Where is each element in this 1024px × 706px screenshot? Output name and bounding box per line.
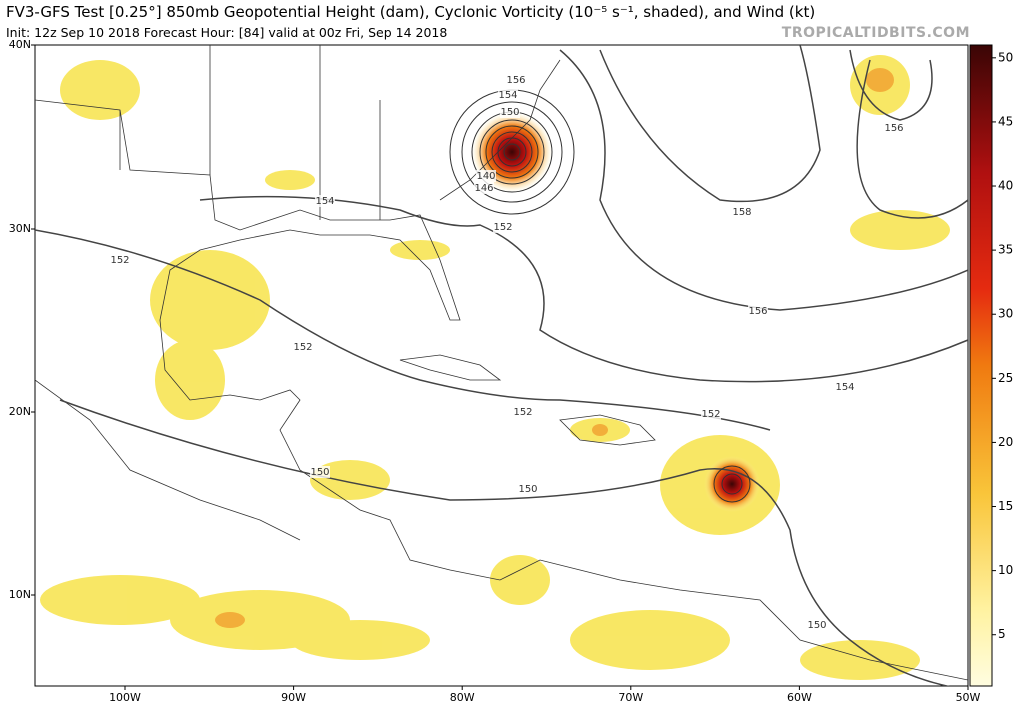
hurricane-vorticity: [704, 456, 760, 512]
contour-label-bg: [506, 74, 526, 86]
colorbar-label: 45: [998, 114, 1013, 128]
lat-label: 40N: [9, 38, 31, 51]
contour-label: 154: [315, 196, 334, 207]
contour-label-bg: [500, 106, 520, 118]
contour-label-bg: [293, 341, 313, 353]
contour-label: 140: [476, 171, 495, 182]
contour-label: 154: [835, 382, 854, 393]
lon-label: 90W: [281, 691, 306, 704]
map-layer: [35, 45, 968, 686]
contour-label-bg: [493, 221, 513, 233]
contour-label: 152: [701, 409, 720, 420]
contour-label-bg: [310, 466, 330, 478]
lon-label: 60W: [787, 691, 812, 704]
lon-label: 100W: [109, 691, 141, 704]
coastlines: [35, 45, 968, 681]
contour-label: 150: [500, 107, 519, 118]
lat-label: 30N: [9, 222, 31, 235]
colorbar: [969, 44, 993, 687]
contour-label: 156: [884, 123, 903, 134]
contour-label: 154: [498, 90, 517, 101]
lon-label: 70W: [618, 691, 643, 704]
colorbar-label: 50: [998, 50, 1013, 64]
contour-label-bg: [476, 170, 496, 182]
contour-label: 156: [748, 306, 767, 317]
lon-label: 80W: [450, 691, 475, 704]
map-subtitle: Init: 12z Sep 10 2018 Forecast Hour: [84…: [6, 25, 448, 40]
colorbar-label: 35: [998, 243, 1013, 257]
height-contours: [35, 45, 968, 686]
contour-label-bg: [513, 406, 533, 418]
lon-label: 50W: [956, 691, 981, 704]
contour-label-bg: [498, 89, 518, 101]
contour-label: 150: [518, 484, 537, 495]
contour-label: 158: [732, 207, 751, 218]
colorbar-label: 20: [998, 435, 1013, 449]
contour-label: 156: [506, 75, 525, 86]
vorticity-core: [215, 68, 894, 628]
colorbar-label: 40: [998, 179, 1013, 193]
lat-label: 20N: [9, 405, 31, 418]
contour-label: 150: [807, 620, 826, 631]
contour-label: 150: [310, 467, 329, 478]
watermark: TROPICALTIDBITS.COM: [781, 25, 970, 41]
contour-label: 146: [474, 183, 493, 194]
colorbar-label: 15: [998, 499, 1013, 513]
contour-label-bg: [748, 305, 768, 317]
contour-label-bg: [732, 206, 752, 218]
contour-label-bg: [474, 182, 494, 194]
contour-label-bg: [884, 122, 904, 134]
contour-label-bg: [110, 254, 130, 266]
colorbar-label: 10: [998, 563, 1013, 577]
hurricane-contours: [449, 89, 751, 503]
contour-label: 152: [110, 255, 129, 266]
map-title: FV3-GFS Test [0.25°] 850mb Geopotential …: [6, 3, 816, 21]
contour-label-bg: [835, 381, 855, 393]
colorbar-label: 5: [998, 627, 1006, 641]
contour-label-bg: [807, 619, 827, 631]
contour-label: 152: [293, 342, 312, 353]
colorbar-label: 25: [998, 371, 1013, 385]
lat-label: 10N: [9, 588, 31, 601]
contour-label-bg: [701, 408, 721, 420]
contour-label: 152: [513, 407, 532, 418]
contour-label-bg: [518, 483, 538, 495]
colorbar-label: 30: [998, 307, 1013, 321]
contour-label: 152: [493, 222, 512, 233]
contour-label-bg: [315, 195, 335, 207]
